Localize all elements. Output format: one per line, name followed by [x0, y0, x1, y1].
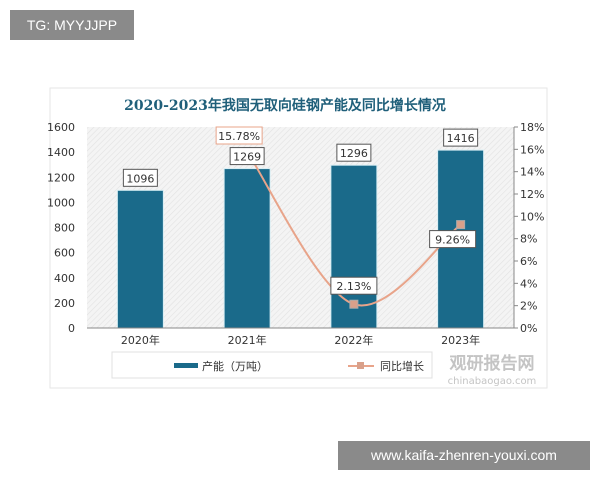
- legend-line-marker: [357, 362, 364, 369]
- y-left-tick: 1400: [47, 146, 75, 159]
- bar-data-label: 1096: [126, 172, 154, 185]
- y-right-tick: 2%: [520, 300, 537, 313]
- bar-data-label: 1296: [340, 147, 368, 160]
- growth-data-label-box: [330, 276, 378, 295]
- watermark-en: chinabaogao.com: [448, 376, 537, 387]
- growth-data-label-box: [215, 126, 263, 145]
- growth-data-label: 9.26%: [435, 234, 470, 247]
- legend-line-label: 同比增长: [380, 359, 424, 373]
- site-url-label: www.kaifa-zhenren-youxi.com: [338, 441, 590, 470]
- y-left-tick: 400: [54, 272, 75, 285]
- y-right-tick: 12%: [520, 188, 544, 201]
- y-right-tick: 14%: [520, 166, 544, 179]
- legend: [111, 351, 433, 379]
- legend-bar-swatch: [174, 363, 198, 368]
- y-left-tick: 800: [54, 222, 75, 235]
- x-tick-label: 2022年: [334, 333, 373, 347]
- bar-data-label: 1269: [233, 151, 261, 164]
- growth-data-label: 2.13%: [336, 280, 371, 293]
- watermark-cn: 观研报告网: [449, 353, 535, 374]
- growth-data-label: 15.78%: [218, 130, 260, 143]
- y-left-tick: 200: [54, 297, 75, 310]
- growth-marker: [456, 220, 466, 230]
- bar-data-label: 1416: [447, 132, 475, 145]
- bar-data-label-box: [229, 147, 265, 166]
- y-right-tick: 10%: [520, 210, 544, 223]
- chart-title: 2020-2023年我国无取向硅钢产能及同比增长情况: [124, 97, 446, 114]
- y-left-tick: 1000: [47, 196, 75, 209]
- y-left-tick: 600: [54, 247, 75, 260]
- y-right-tick: 18%: [520, 121, 544, 134]
- y-left-tick: 1200: [47, 171, 75, 184]
- y-right-tick: 6%: [520, 255, 537, 268]
- bar: [116, 189, 164, 329]
- y-right-tick: 8%: [520, 233, 537, 246]
- x-tick-label: 2023年: [441, 333, 480, 347]
- y-right-tick: 4%: [520, 277, 537, 290]
- bar-data-label-box: [443, 128, 479, 147]
- bar: [223, 168, 271, 329]
- y-left-tick: 0: [68, 322, 75, 335]
- y-left-tick: 1600: [47, 121, 75, 134]
- legend-bar-label: 产能（万吨）: [202, 359, 268, 373]
- y-right-tick: 0%: [520, 322, 537, 335]
- y-right-tick: 16%: [520, 143, 544, 156]
- growth-marker: [349, 299, 359, 309]
- bar-data-label-box: [122, 168, 158, 187]
- x-tick-label: 2021年: [228, 333, 267, 347]
- tag-label: TG: MYYJJPP: [10, 10, 134, 40]
- x-tick-label: 2020年: [121, 333, 160, 347]
- growth-data-label-box: [429, 230, 477, 249]
- bar-data-label-box: [336, 143, 372, 162]
